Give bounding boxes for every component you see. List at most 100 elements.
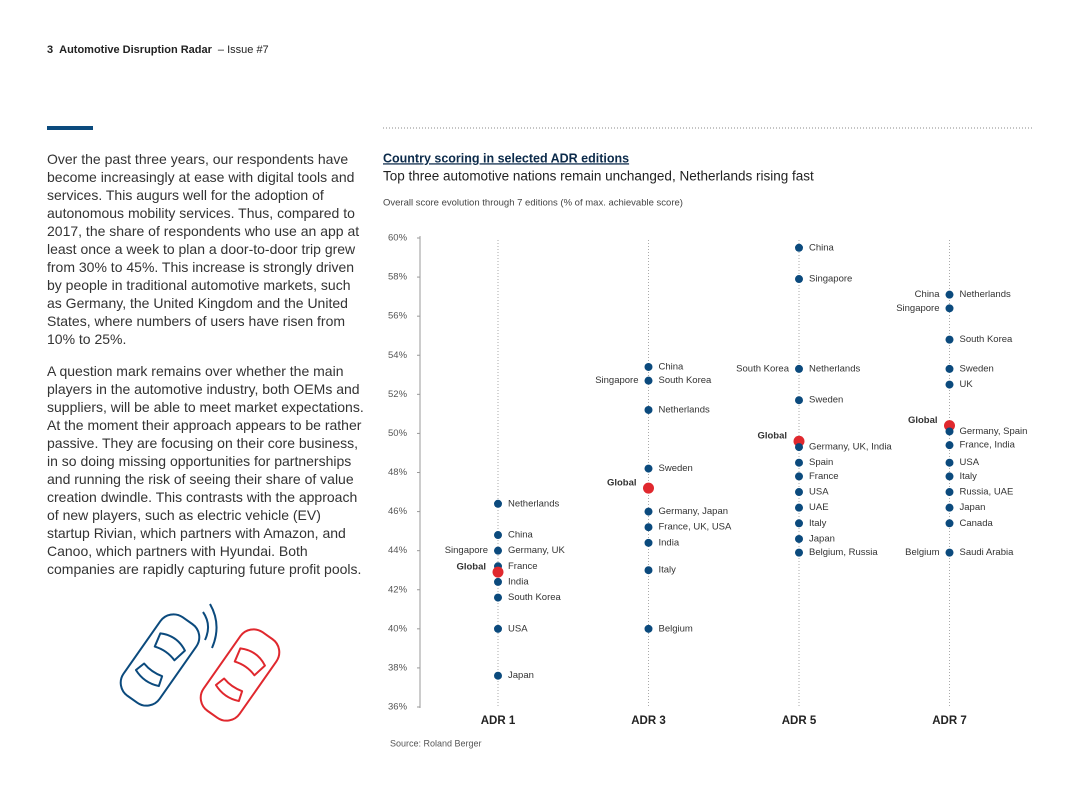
dot — [644, 523, 653, 532]
dot — [795, 243, 803, 252]
y-tick-label: 52% — [388, 389, 408, 400]
point-label: Japan — [809, 533, 835, 544]
x-tick-label: ADR 5 — [782, 715, 817, 727]
y-tick-label: 54% — [388, 350, 408, 361]
point-label: India — [659, 537, 680, 548]
point-label: Russia, UAE — [960, 487, 1014, 498]
header-issue: – Issue #7 — [217, 44, 269, 56]
dot — [494, 531, 502, 540]
point-label: Sweden — [659, 463, 693, 474]
dot — [494, 577, 502, 586]
paragraph: Over the past three years, our responden… — [47, 151, 360, 347]
point-label: Italy — [809, 518, 827, 529]
dot — [795, 534, 803, 543]
point-label: Italy — [659, 565, 677, 576]
point-label: USA — [508, 623, 528, 634]
point-label: Germany, UK, India — [809, 442, 892, 453]
dot — [644, 405, 653, 414]
dot — [494, 671, 502, 680]
global-dot — [492, 566, 504, 578]
y-tick-label: 50% — [388, 428, 408, 439]
y-tick-label: 58% — [388, 272, 408, 283]
point-label: Singapore — [595, 375, 638, 386]
point-label: Global — [757, 431, 787, 442]
point-label: Canada — [960, 518, 994, 529]
point-label: Global — [456, 562, 486, 573]
point-label: China — [809, 242, 835, 253]
point-label: China — [915, 289, 941, 300]
dot — [644, 376, 653, 385]
dot — [795, 519, 803, 528]
dot — [945, 458, 954, 467]
y-tick-label: 44% — [388, 545, 408, 556]
dot — [945, 548, 954, 557]
point-label: UK — [960, 379, 974, 390]
dot — [945, 519, 954, 528]
global-dot — [944, 420, 955, 432]
dot — [945, 364, 954, 373]
point-label: China — [659, 361, 685, 372]
dot — [945, 290, 954, 299]
paragraph: A question mark remains over whether the… — [47, 363, 364, 577]
chart-note: Overall score evolution through 7 editio… — [383, 198, 683, 209]
x-tick-label: ADR 7 — [932, 715, 967, 727]
point-label: Singapore — [809, 274, 852, 285]
point-label: Germany, Spain — [960, 426, 1028, 437]
chart-subtitle: Top three automotive nations remain unch… — [383, 169, 814, 184]
dot — [644, 507, 653, 516]
point-label: Sweden — [960, 363, 994, 374]
dot — [795, 396, 803, 405]
global-dot — [793, 435, 805, 447]
point-label: South Korea — [960, 334, 1014, 345]
page-number: 3 — [47, 44, 54, 56]
y-tick-label: 40% — [388, 623, 408, 634]
point-label: South Korea — [659, 375, 713, 386]
dot — [494, 624, 502, 633]
chart-title: Country scoring in selected ADR editions — [383, 151, 629, 165]
y-tick-label: 56% — [388, 311, 408, 322]
y-tick-label: 60% — [388, 233, 408, 244]
point-label: Global — [607, 478, 637, 489]
point-label: Germany, Japan — [659, 506, 729, 517]
dot — [494, 546, 502, 555]
global-dot — [643, 482, 654, 494]
point-label: France — [508, 561, 538, 572]
dot — [795, 458, 803, 467]
point-label: Netherlands — [508, 498, 559, 509]
dot — [945, 304, 954, 313]
source: Source: Roland Berger — [390, 738, 482, 748]
dot — [795, 503, 803, 512]
dot — [644, 566, 653, 575]
point-label: France, UK, USA — [659, 522, 733, 533]
dot — [494, 499, 502, 508]
point-label: Saudi Arabia — [960, 547, 1015, 558]
dot — [945, 503, 954, 512]
dot — [795, 472, 803, 481]
dot — [795, 443, 803, 452]
point-label: Germany, UK — [508, 545, 566, 556]
point-label: Sweden — [809, 395, 843, 406]
point-label: Japan — [508, 670, 534, 681]
point-label: France, India — [960, 440, 1016, 451]
point-label: Italy — [960, 471, 978, 482]
accent-bar — [47, 126, 93, 130]
y-tick-label: 48% — [388, 467, 408, 478]
x-tick-label: ADR 1 — [481, 715, 516, 727]
y-tick-label: 46% — [388, 506, 408, 517]
dot — [945, 335, 954, 344]
dot — [644, 464, 653, 473]
point-label: South Korea — [508, 592, 562, 603]
point-label: USA — [809, 487, 829, 498]
dot — [945, 441, 954, 450]
dot — [795, 364, 803, 373]
point-label: Singapore — [896, 303, 939, 314]
y-tick-label: 42% — [388, 584, 408, 595]
dot — [945, 427, 954, 436]
point-label: Netherlands — [960, 289, 1011, 300]
illustration — [119, 603, 281, 722]
y-tick-label: 36% — [388, 702, 408, 713]
header: 3 Automotive Disruption Radar – Issue #7 — [47, 44, 269, 56]
point-label: Global — [908, 415, 938, 426]
